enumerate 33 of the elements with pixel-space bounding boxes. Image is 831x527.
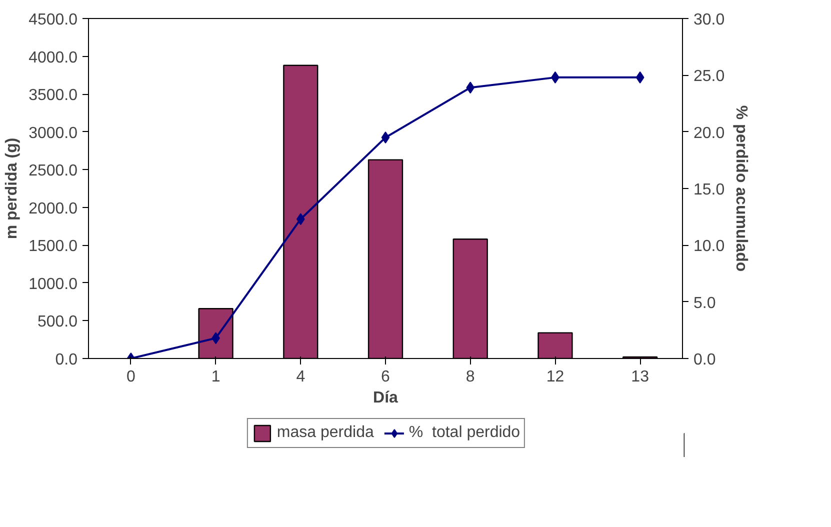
y-tick-label: 500.0 xyxy=(37,314,78,331)
y-tick-label: 4000.0 xyxy=(28,49,78,66)
point xyxy=(466,82,475,94)
y-tick-label: 1500.0 xyxy=(28,238,78,256)
legend-label: masa perdida xyxy=(276,424,374,442)
legend-label: % total perdido xyxy=(408,424,520,442)
x-tick-label: 8 xyxy=(466,368,475,386)
y-tick-label: 1000.0 xyxy=(28,276,78,293)
x-axis-title: Día xyxy=(373,390,398,406)
x-tick-label: 12 xyxy=(546,368,564,386)
point xyxy=(636,71,644,84)
y-tick-label: 0.0 xyxy=(55,352,78,368)
y2-tick-label: 10.0 xyxy=(694,238,725,256)
y-tick-label: 2000.0 xyxy=(28,200,78,218)
y2-tick-label: 5.0 xyxy=(694,294,716,312)
point xyxy=(381,132,390,144)
y2-axis-title: % perdido acumulado xyxy=(732,105,750,272)
y-tick-label: 4500.0 xyxy=(28,12,78,28)
y2-tick-label: 30.0 xyxy=(694,12,725,28)
x-tick-label: 6 xyxy=(381,368,390,386)
x-tick-label: 0 xyxy=(126,368,136,386)
y-tick-label: 3000.0 xyxy=(28,124,78,142)
y-axis-title: m perdida (g) xyxy=(4,138,21,240)
y-tick-label: 3500.0 xyxy=(28,87,78,104)
point xyxy=(296,213,305,226)
y2-tick-label: 15.0 xyxy=(694,182,725,198)
x-tick-label: 4 xyxy=(296,368,306,386)
x-tick-label: 1 xyxy=(211,368,220,386)
y2-tick-label: 0.0 xyxy=(694,352,716,368)
y-tick-label: 2500.0 xyxy=(28,162,78,180)
y2-tick-label: 20.0 xyxy=(694,124,725,142)
y2-tick-label: 25.0 xyxy=(694,68,725,86)
x-tick-label: 13 xyxy=(631,368,650,386)
